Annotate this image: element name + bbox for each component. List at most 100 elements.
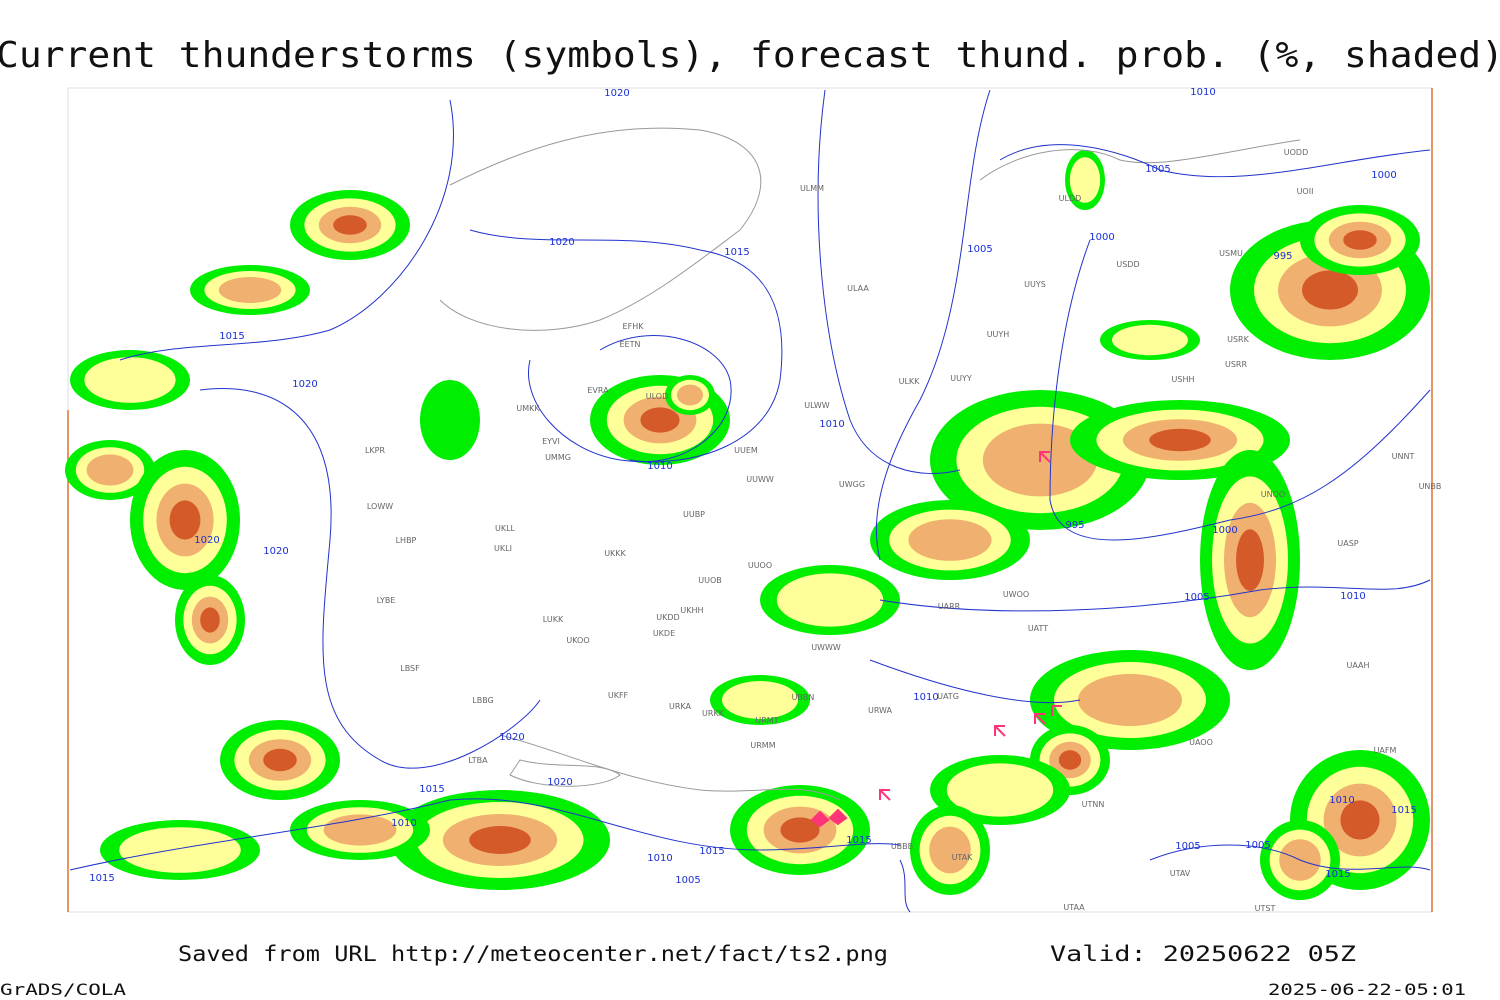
station-code: URWA	[868, 706, 893, 715]
isobar	[1149, 844, 1431, 871]
station-code: ULAA	[847, 284, 869, 293]
title: Current thunderstorms (symbols), forecas…	[0, 35, 1500, 76]
shade-area	[1078, 674, 1182, 726]
isobar-label: 1015	[219, 331, 244, 342]
isobar	[69, 798, 901, 871]
shade-area	[84, 357, 176, 403]
shade-area	[169, 500, 201, 540]
station-code: UATG	[937, 692, 959, 701]
coastline	[509, 759, 621, 787]
shade-area	[86, 454, 134, 486]
software: GrADS/COLA	[0, 980, 126, 999]
station-code: UUBP	[683, 510, 705, 519]
station-code: UAOO	[1189, 738, 1213, 747]
shade-area	[200, 607, 220, 633]
isobar-label: 995	[1065, 520, 1084, 531]
storm-symbol	[1051, 705, 1062, 716]
isobar	[875, 89, 991, 561]
isobar-label: 1010	[1190, 87, 1215, 98]
shade-area	[1236, 529, 1264, 591]
isobar-label: 1015	[1391, 805, 1416, 816]
isobar-label: 1015	[419, 784, 444, 795]
station-code: UASP	[1337, 539, 1358, 548]
shade-area	[1112, 324, 1188, 356]
station-code: USHH	[1172, 375, 1195, 384]
station-code: EYVI	[542, 437, 560, 446]
shade-area	[640, 407, 680, 433]
shade-area	[780, 817, 820, 843]
isobar-label: 1020	[292, 379, 317, 390]
station-code: UUOB	[698, 576, 722, 585]
shade-area	[333, 215, 367, 235]
station-code: URKK	[702, 709, 725, 718]
isobar-label: 1010	[1340, 591, 1365, 602]
storm-symbol	[1034, 713, 1046, 725]
station-code: UWGG	[839, 480, 865, 489]
station-code: UMKK	[516, 404, 540, 413]
isobar	[879, 579, 1431, 612]
station-code: URMM	[750, 741, 775, 750]
shade-area	[420, 380, 480, 460]
station-code: UMMG	[545, 453, 571, 462]
station-code: LBSF	[400, 664, 420, 673]
station-code: UKLL	[495, 524, 516, 533]
shade-area	[677, 384, 703, 406]
shade-area	[929, 826, 971, 874]
station-code: UKKK	[604, 549, 626, 558]
isobar-label: 1020	[499, 732, 524, 743]
station-code: EFHK	[623, 322, 645, 331]
isobar	[869, 659, 1081, 704]
station-code: UUYS	[1024, 280, 1046, 289]
isobar-label: 1000	[1089, 232, 1114, 243]
isobar-label: 1020	[194, 535, 219, 546]
station-code: LYBE	[377, 596, 396, 605]
station-code: LKPR	[365, 446, 386, 455]
station-code: UKDD	[656, 613, 679, 622]
station-code: USRR	[1225, 360, 1247, 369]
valid-time: Valid: 20250622 05Z	[1050, 942, 1356, 966]
station-code: EVRA	[587, 386, 609, 395]
station-code: UKOO	[566, 636, 589, 645]
storm-symbol	[879, 789, 891, 801]
station-code: UBBN	[792, 693, 815, 702]
isobar-label: 1015	[699, 846, 724, 857]
isobar-label: 1010	[647, 461, 672, 472]
station-code: UTST	[1255, 904, 1276, 913]
station-code: URMT	[755, 716, 778, 725]
shade-area	[263, 748, 297, 772]
shade-area	[946, 763, 1054, 817]
isobar-label: 1015	[1325, 869, 1350, 880]
shade-area	[1343, 230, 1377, 250]
storm-symbol	[810, 808, 848, 828]
thunderstorm-symbols	[810, 451, 1062, 828]
isobar	[817, 89, 961, 474]
station-code: UWOO	[1003, 590, 1029, 599]
shade-area	[722, 681, 798, 719]
station-code: UNOO	[1261, 490, 1285, 499]
coastlines	[439, 127, 1301, 801]
station-code: UBBB	[891, 842, 913, 851]
map: 1020 1020 1015 1015 1020 1010 1010 1005 1005 1000…	[65, 87, 1441, 913]
station-code: LHBP	[396, 536, 417, 545]
station-code: UKHH	[680, 606, 703, 615]
shade-area	[1340, 800, 1380, 840]
station-code: UNBB	[1419, 482, 1442, 491]
isobar-label: 1000	[1371, 170, 1396, 181]
station-code: UUEM	[734, 446, 758, 455]
shade-area	[1058, 750, 1082, 770]
station-code: UUWW	[746, 475, 774, 484]
isobar-label: 1005	[1175, 841, 1200, 852]
isobar-label: 1005	[675, 875, 700, 886]
station-code: ULWW	[804, 401, 829, 410]
isobar	[1049, 239, 1431, 541]
station-code: LTBA	[468, 756, 488, 765]
station-code: UTNN	[1082, 800, 1105, 809]
station-code: LOWW	[367, 502, 393, 511]
isobar-label: 1000	[1212, 525, 1237, 536]
shade-area	[469, 826, 531, 854]
isobar	[999, 144, 1431, 178]
shade-area	[119, 827, 241, 873]
shade-area	[776, 573, 884, 627]
map-labels: 1020 1020 1015 1015 1020 1010 1010 1005 1005 1000…	[89, 87, 1441, 913]
